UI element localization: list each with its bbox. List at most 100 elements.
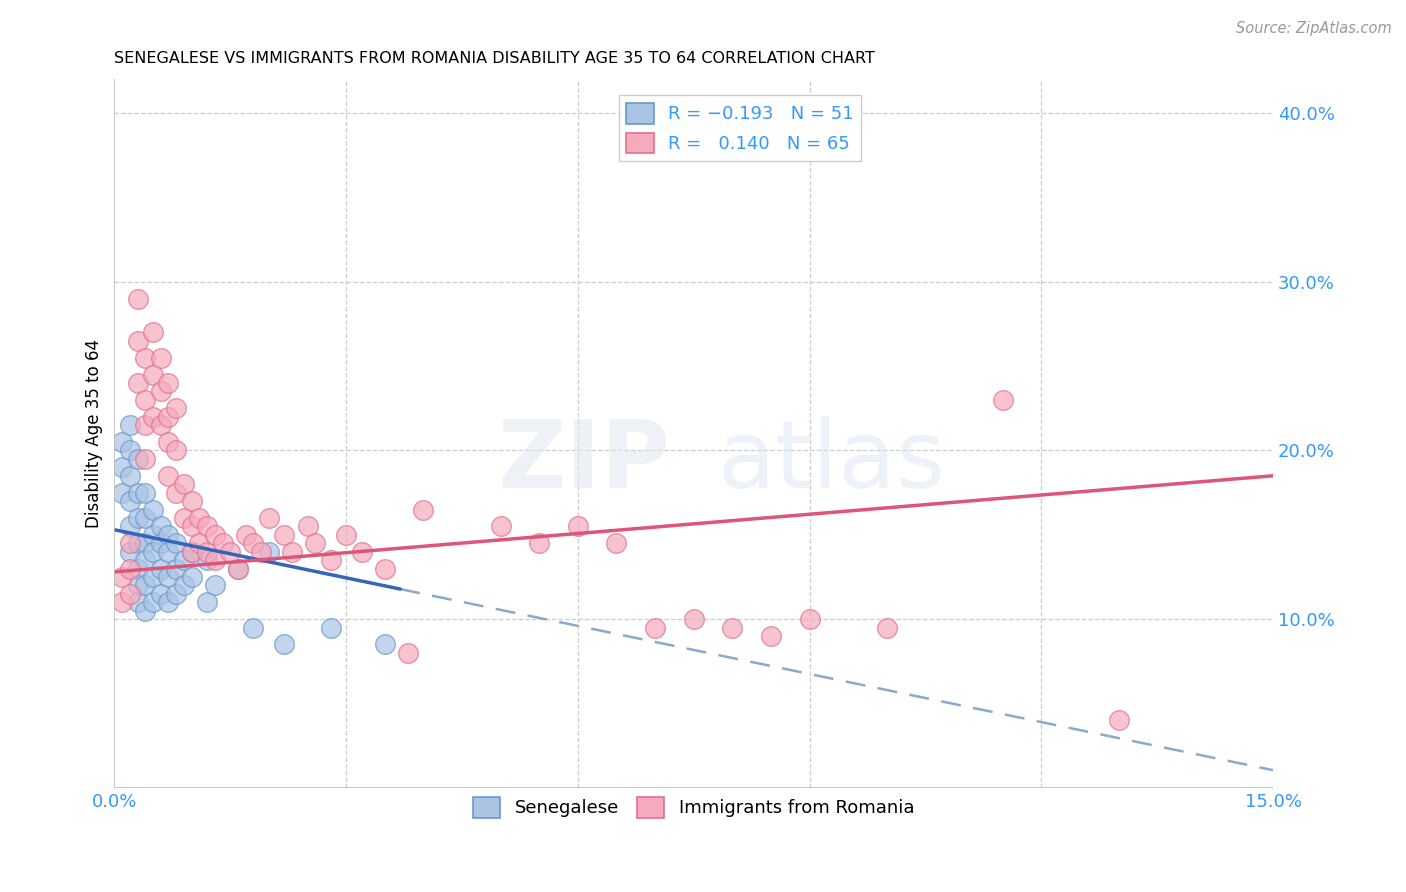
Point (991, 392, 1014, 407)
Point (759, 629, 782, 643)
Point (127, 334, 149, 348)
Point (111, 570, 134, 584)
Text: Source: ZipAtlas.com: Source: ZipAtlas.com (1236, 21, 1392, 36)
Point (127, 561, 149, 575)
Point (173, 511, 195, 525)
Point (142, 368, 165, 382)
Point (204, 578, 226, 592)
Point (127, 376, 149, 390)
Point (142, 595, 165, 609)
Point (396, 646, 419, 660)
Point (335, 528, 357, 542)
Point (876, 621, 898, 635)
Point (165, 401, 187, 416)
Point (127, 511, 149, 525)
Point (127, 292, 149, 306)
Point (149, 384, 172, 399)
Point (257, 544, 280, 558)
Point (204, 528, 226, 542)
Point (111, 485, 134, 500)
Point (118, 587, 141, 601)
Point (149, 587, 172, 601)
Point (134, 604, 156, 618)
Y-axis label: Disability Age 35 to 64: Disability Age 35 to 64 (86, 339, 103, 528)
Point (157, 468, 180, 483)
Text: atlas: atlas (717, 416, 945, 508)
Point (134, 392, 156, 407)
Point (195, 544, 218, 558)
Point (682, 612, 704, 626)
Point (127, 578, 149, 592)
Point (149, 561, 172, 575)
Point (165, 561, 187, 575)
Point (173, 477, 195, 491)
Point (165, 536, 187, 550)
Point (529, 536, 551, 550)
Point (242, 536, 264, 550)
Point (350, 544, 373, 558)
Point (134, 418, 156, 433)
Text: ZIP: ZIP (498, 416, 671, 508)
Point (226, 561, 249, 575)
Point (157, 376, 180, 390)
Point (142, 544, 165, 558)
Point (111, 595, 134, 609)
Point (149, 519, 172, 533)
Point (157, 595, 180, 609)
Point (721, 621, 744, 635)
Point (127, 595, 149, 609)
Point (211, 536, 233, 550)
Point (195, 553, 218, 567)
Point (219, 544, 242, 558)
Point (142, 528, 165, 542)
Point (134, 511, 156, 525)
Point (273, 528, 295, 542)
Point (605, 536, 627, 550)
Point (134, 536, 156, 550)
Point (567, 519, 589, 533)
Point (134, 351, 156, 365)
Point (374, 638, 396, 652)
Point (142, 409, 165, 424)
Point (1108, 714, 1130, 728)
Point (118, 418, 141, 433)
Point (173, 578, 195, 592)
Point (157, 544, 180, 558)
Point (242, 621, 264, 635)
Point (111, 460, 134, 475)
Point (157, 435, 180, 450)
Point (134, 553, 156, 567)
Point (118, 544, 141, 558)
Point (204, 553, 226, 567)
Point (118, 561, 141, 575)
Point (127, 451, 149, 466)
Point (489, 519, 512, 533)
Point (304, 536, 326, 550)
Point (118, 468, 141, 483)
Point (118, 519, 141, 533)
Point (180, 544, 202, 558)
Point (127, 536, 149, 550)
Point (250, 544, 273, 558)
Point (226, 561, 249, 575)
Point (180, 519, 202, 533)
Point (127, 485, 149, 500)
Point (188, 536, 211, 550)
Point (319, 553, 342, 567)
Point (644, 621, 666, 635)
Point (195, 519, 218, 533)
Point (257, 511, 280, 525)
Point (149, 351, 172, 365)
Point (412, 502, 434, 516)
Point (319, 621, 342, 635)
Point (165, 443, 187, 458)
Point (195, 595, 218, 609)
Point (165, 485, 187, 500)
Point (134, 451, 156, 466)
Point (134, 485, 156, 500)
Point (149, 536, 172, 550)
Point (180, 544, 202, 558)
Point (281, 544, 304, 558)
Point (165, 587, 187, 601)
Point (157, 409, 180, 424)
